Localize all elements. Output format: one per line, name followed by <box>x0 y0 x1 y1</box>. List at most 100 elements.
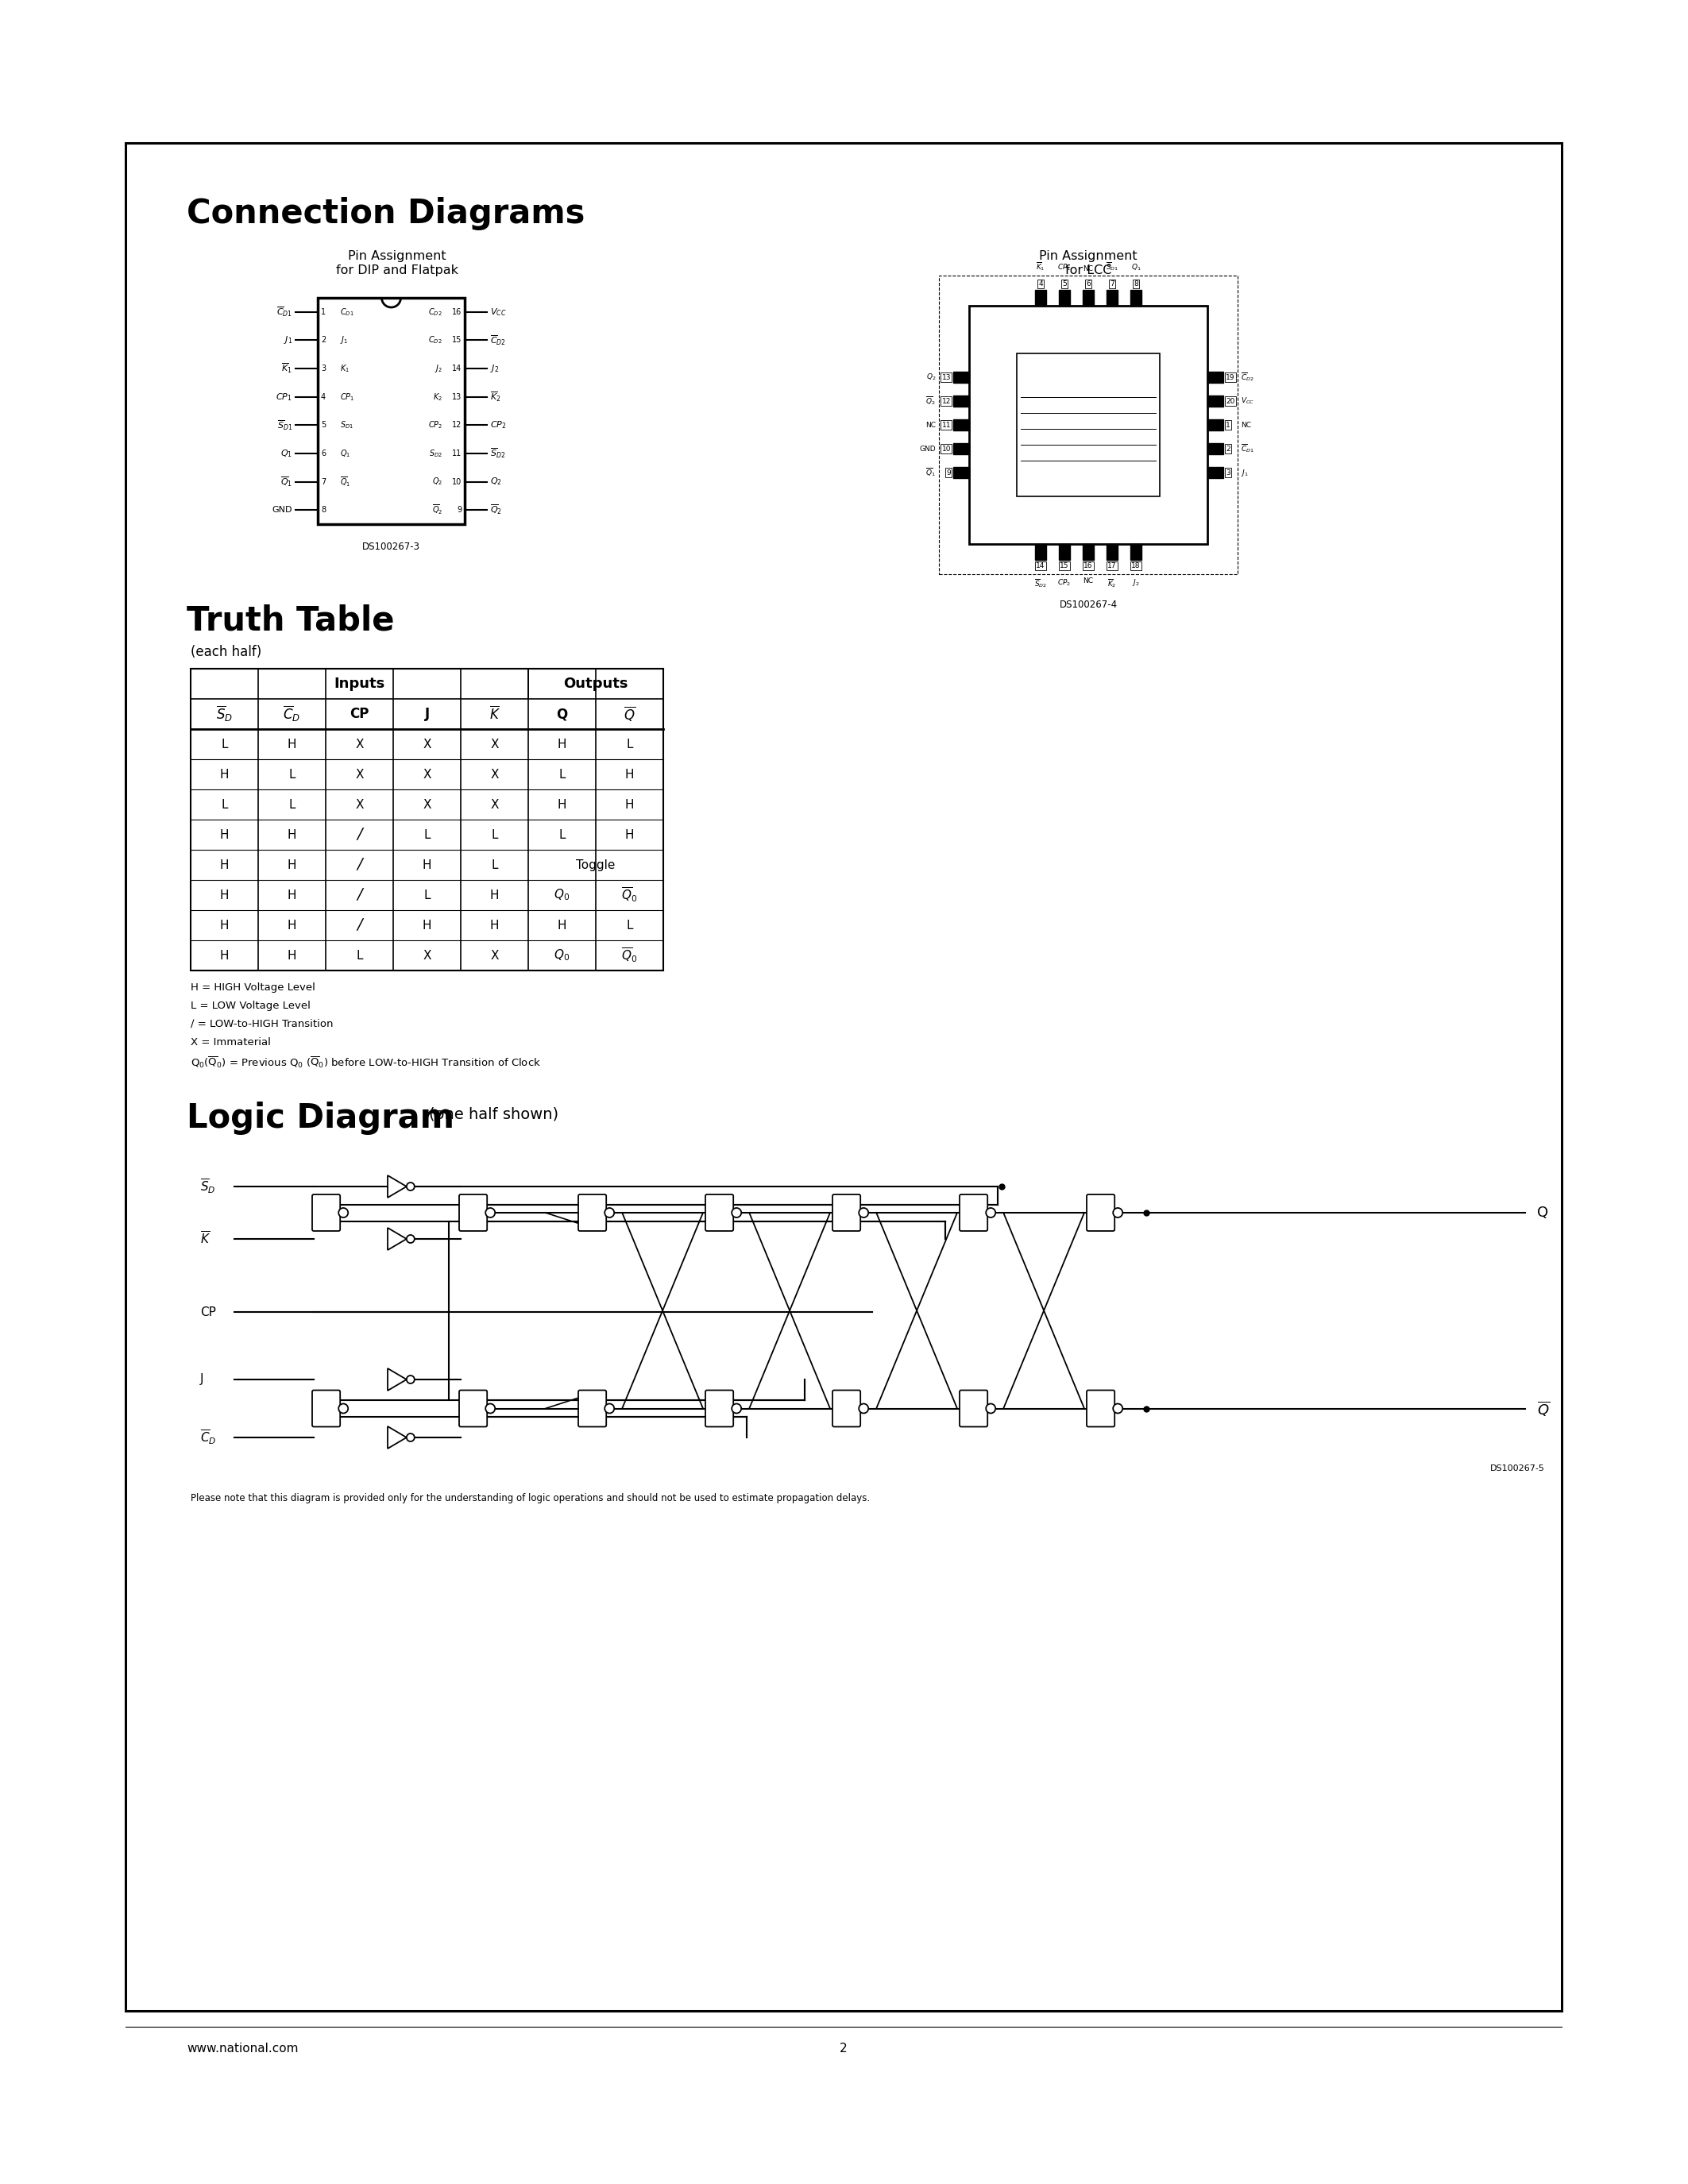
Text: X: X <box>354 738 363 749</box>
Polygon shape <box>388 1175 407 1197</box>
Text: Truth Table: Truth Table <box>187 603 395 638</box>
Text: CP: CP <box>349 708 370 721</box>
Text: 2: 2 <box>321 336 326 345</box>
Circle shape <box>407 1182 415 1190</box>
Text: $Q_1$: $Q_1$ <box>1131 262 1141 273</box>
Text: 3: 3 <box>321 365 326 373</box>
Text: 13: 13 <box>452 393 461 402</box>
Text: Logic Diagram: Logic Diagram <box>187 1101 454 1136</box>
Bar <box>1082 290 1094 306</box>
Bar <box>954 419 969 430</box>
Text: H: H <box>219 828 230 841</box>
Text: 18: 18 <box>1131 561 1141 570</box>
FancyBboxPatch shape <box>579 1195 606 1232</box>
Text: J: J <box>425 708 429 721</box>
Text: 4: 4 <box>321 393 326 402</box>
Circle shape <box>604 1404 614 1413</box>
Text: X: X <box>354 769 363 780</box>
Text: (one half shown): (one half shown) <box>429 1107 559 1120</box>
Text: $V_{CC}$: $V_{CC}$ <box>490 306 506 317</box>
Text: NC: NC <box>925 422 935 428</box>
Text: Toggle: Toggle <box>576 858 616 871</box>
Circle shape <box>859 1404 868 1413</box>
Text: $K_2$: $K_2$ <box>432 391 442 402</box>
Text: H: H <box>219 919 230 930</box>
Text: X: X <box>422 769 430 780</box>
Text: H: H <box>625 799 635 810</box>
Text: DS100267-4: DS100267-4 <box>1060 601 1117 609</box>
Text: X: X <box>354 799 363 810</box>
Text: 20: 20 <box>1225 397 1234 404</box>
Text: 11: 11 <box>452 450 461 456</box>
Text: $\overline{K}_2$: $\overline{K}_2$ <box>490 391 501 404</box>
FancyBboxPatch shape <box>959 1391 987 1426</box>
Text: $CP_2$: $CP_2$ <box>490 419 506 430</box>
Text: L: L <box>559 828 565 841</box>
Text: H: H <box>287 919 297 930</box>
Bar <box>1082 544 1094 559</box>
Text: DS100267-5: DS100267-5 <box>1491 1465 1545 1472</box>
Bar <box>954 443 969 454</box>
Text: $Q_2$: $Q_2$ <box>490 476 501 487</box>
Bar <box>1035 290 1047 306</box>
Text: $CP_1$: $CP_1$ <box>275 391 292 402</box>
Text: $J_1$: $J_1$ <box>339 334 348 345</box>
FancyBboxPatch shape <box>832 1195 861 1232</box>
FancyBboxPatch shape <box>312 1391 341 1426</box>
Text: H: H <box>557 919 567 930</box>
Text: ∕ = LOW-to-HIGH Transition: ∕ = LOW-to-HIGH Transition <box>191 1020 333 1029</box>
Text: $S_{D2}$: $S_{D2}$ <box>429 448 442 459</box>
Text: 2: 2 <box>1225 446 1231 452</box>
Text: X: X <box>422 738 430 749</box>
Text: 14: 14 <box>452 365 461 373</box>
Text: L: L <box>289 769 295 780</box>
Text: $CP_1$: $CP_1$ <box>1058 262 1072 273</box>
Text: $Q_1$: $Q_1$ <box>280 448 292 459</box>
FancyBboxPatch shape <box>706 1195 733 1232</box>
Text: Connection Diagrams: Connection Diagrams <box>187 197 586 229</box>
Text: 1: 1 <box>1225 422 1231 428</box>
Text: $C_{D2}$: $C_{D2}$ <box>429 306 442 317</box>
Text: $CP_2$: $CP_2$ <box>429 419 442 430</box>
Text: $\overline{S}_{D2}$: $\overline{S}_{D2}$ <box>490 448 505 461</box>
Text: 2: 2 <box>841 2042 847 2055</box>
Text: $\overline{Q}$: $\overline{Q}$ <box>623 705 635 723</box>
FancyBboxPatch shape <box>579 1391 606 1426</box>
Text: $\overline{S}_{D1}$: $\overline{S}_{D1}$ <box>1106 260 1119 273</box>
Text: L: L <box>221 738 228 749</box>
Text: H: H <box>219 889 230 902</box>
Circle shape <box>486 1208 495 1216</box>
Text: $\overline{Q}_1$: $\overline{Q}_1$ <box>339 476 351 489</box>
Circle shape <box>733 1404 741 1413</box>
Bar <box>1035 544 1047 559</box>
Text: H = HIGH Voltage Level: H = HIGH Voltage Level <box>191 983 316 994</box>
Text: 11: 11 <box>942 422 950 428</box>
Text: J: J <box>201 1374 204 1385</box>
Bar <box>954 467 969 478</box>
Text: 3: 3 <box>1225 470 1231 476</box>
Text: (each half): (each half) <box>191 644 262 660</box>
Text: $Q_0$: $Q_0$ <box>554 887 571 902</box>
Bar <box>954 395 969 406</box>
FancyBboxPatch shape <box>959 1195 987 1232</box>
Text: H: H <box>557 799 567 810</box>
Bar <box>1107 290 1117 306</box>
Bar <box>125 142 1561 2011</box>
FancyBboxPatch shape <box>1087 1195 1114 1232</box>
Text: for DIP and Flatpak: for DIP and Flatpak <box>336 264 459 277</box>
FancyBboxPatch shape <box>832 1391 861 1426</box>
Circle shape <box>407 1234 415 1243</box>
Text: X: X <box>422 950 430 961</box>
Text: L: L <box>626 738 633 749</box>
Text: 13: 13 <box>942 373 950 380</box>
Text: DS100267-3: DS100267-3 <box>363 542 420 553</box>
Text: 12: 12 <box>452 422 461 428</box>
Text: 17: 17 <box>1107 561 1117 570</box>
Text: $\overline{K}_1$: $\overline{K}_1$ <box>1036 260 1045 273</box>
Circle shape <box>407 1433 415 1441</box>
Text: X: X <box>490 769 498 780</box>
Text: $\overline{Q}_2$: $\overline{Q}_2$ <box>925 395 935 406</box>
Text: $Q_1$: $Q_1$ <box>339 448 351 459</box>
Text: 12: 12 <box>942 397 950 404</box>
Text: H: H <box>287 828 297 841</box>
